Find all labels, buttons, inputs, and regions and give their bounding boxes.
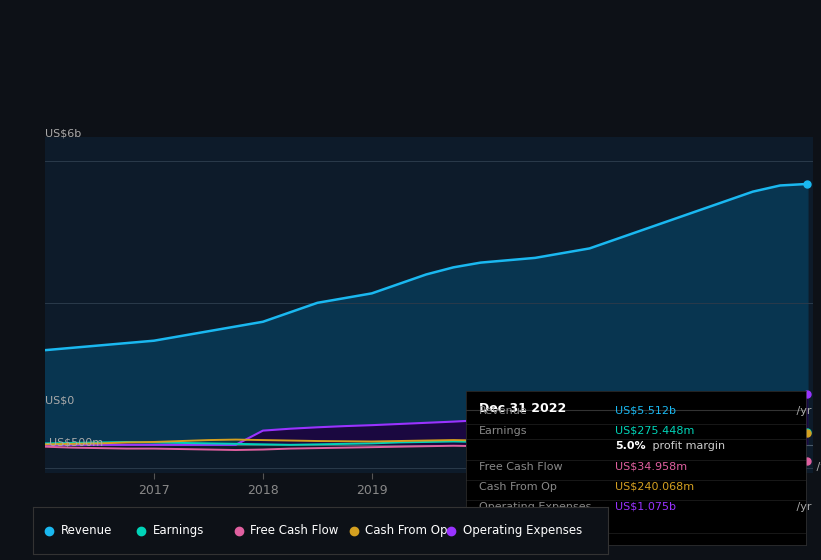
Text: Operating Expenses: Operating Expenses	[463, 524, 582, 537]
Text: Free Cash Flow: Free Cash Flow	[250, 524, 338, 537]
Text: Earnings: Earnings	[153, 524, 204, 537]
Text: Revenue: Revenue	[479, 405, 528, 416]
Text: Operating Expenses: Operating Expenses	[479, 502, 591, 512]
Text: US$6b: US$6b	[45, 129, 81, 139]
Text: /yr: /yr	[813, 462, 821, 472]
Text: -US$500m: -US$500m	[45, 437, 103, 447]
Text: 5.0%: 5.0%	[616, 441, 646, 451]
Text: US$240.068m: US$240.068m	[616, 482, 695, 492]
Text: /yr: /yr	[793, 502, 812, 512]
Text: Cash From Op: Cash From Op	[365, 524, 447, 537]
Text: US$0: US$0	[45, 395, 75, 405]
Text: Dec 31 2022: Dec 31 2022	[479, 402, 566, 414]
Text: Cash From Op: Cash From Op	[479, 482, 557, 492]
Text: Free Cash Flow: Free Cash Flow	[479, 462, 562, 472]
Text: profit margin: profit margin	[649, 441, 726, 451]
Text: Earnings: Earnings	[479, 426, 528, 436]
Text: US$1.075b: US$1.075b	[616, 502, 677, 512]
Text: US$5.512b: US$5.512b	[616, 405, 677, 416]
Text: Revenue: Revenue	[61, 524, 112, 537]
Text: US$275.448m: US$275.448m	[616, 426, 695, 436]
Text: /yr: /yr	[793, 405, 812, 416]
Text: US$34.958m: US$34.958m	[616, 462, 687, 472]
